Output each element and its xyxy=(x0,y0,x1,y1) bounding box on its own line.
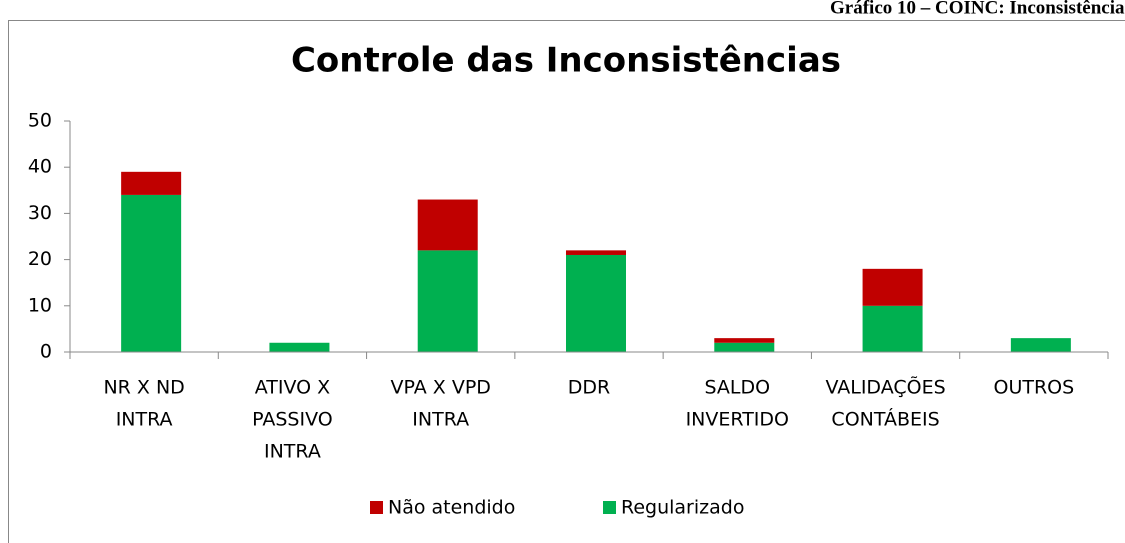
x-tick-label: ATIVO X xyxy=(255,377,330,399)
x-tick-label: PASSIVO xyxy=(252,409,333,431)
legend-swatch xyxy=(370,501,383,514)
x-tick-label: INVERTIDO xyxy=(686,409,789,431)
x-tick-label: SALDO xyxy=(704,377,770,399)
x-tick-label: CONTÁBEIS xyxy=(831,408,939,431)
x-tick-label: VPA X VPD xyxy=(391,377,491,399)
bar-segment xyxy=(714,342,775,352)
x-tick-label: INTRA xyxy=(116,409,173,431)
x-tick-label: OUTROS xyxy=(994,377,1075,399)
x-tick-label: VALIDAÇÕES xyxy=(825,376,945,399)
bar-segment xyxy=(417,199,478,251)
bar-segment xyxy=(121,194,182,352)
bar-segment xyxy=(714,338,775,343)
bar-segment xyxy=(566,250,626,255)
bar-segment xyxy=(1010,338,1071,352)
y-tick-label: 20 xyxy=(28,248,52,270)
legend-swatch xyxy=(603,501,616,514)
bar-segment xyxy=(269,342,330,352)
y-tick-label: 40 xyxy=(28,156,52,178)
x-tick-label: INTRA xyxy=(264,441,321,463)
legend-label: Não atendido xyxy=(388,497,515,519)
y-tick-label: 0 xyxy=(40,341,52,363)
bar-segment xyxy=(121,171,182,195)
bar-segment xyxy=(566,254,626,352)
bar-segment xyxy=(862,268,923,306)
y-tick-label: 30 xyxy=(28,202,52,224)
legend-label: Regularizado xyxy=(621,497,744,519)
chart-title: Controle das Inconsistências xyxy=(291,41,841,81)
y-tick-label: 10 xyxy=(28,294,52,316)
caption: Gráfico 10 – COINC: Inconsistências Regu… xyxy=(830,0,1125,18)
x-tick-label: INTRA xyxy=(412,409,469,431)
bar-segment xyxy=(862,305,923,352)
bar-segment xyxy=(417,250,478,352)
x-tick-label: NR X ND xyxy=(103,377,184,399)
chart-frame xyxy=(8,20,1125,543)
x-tick-label: DDR xyxy=(568,377,610,399)
y-tick-label: 50 xyxy=(28,110,52,132)
